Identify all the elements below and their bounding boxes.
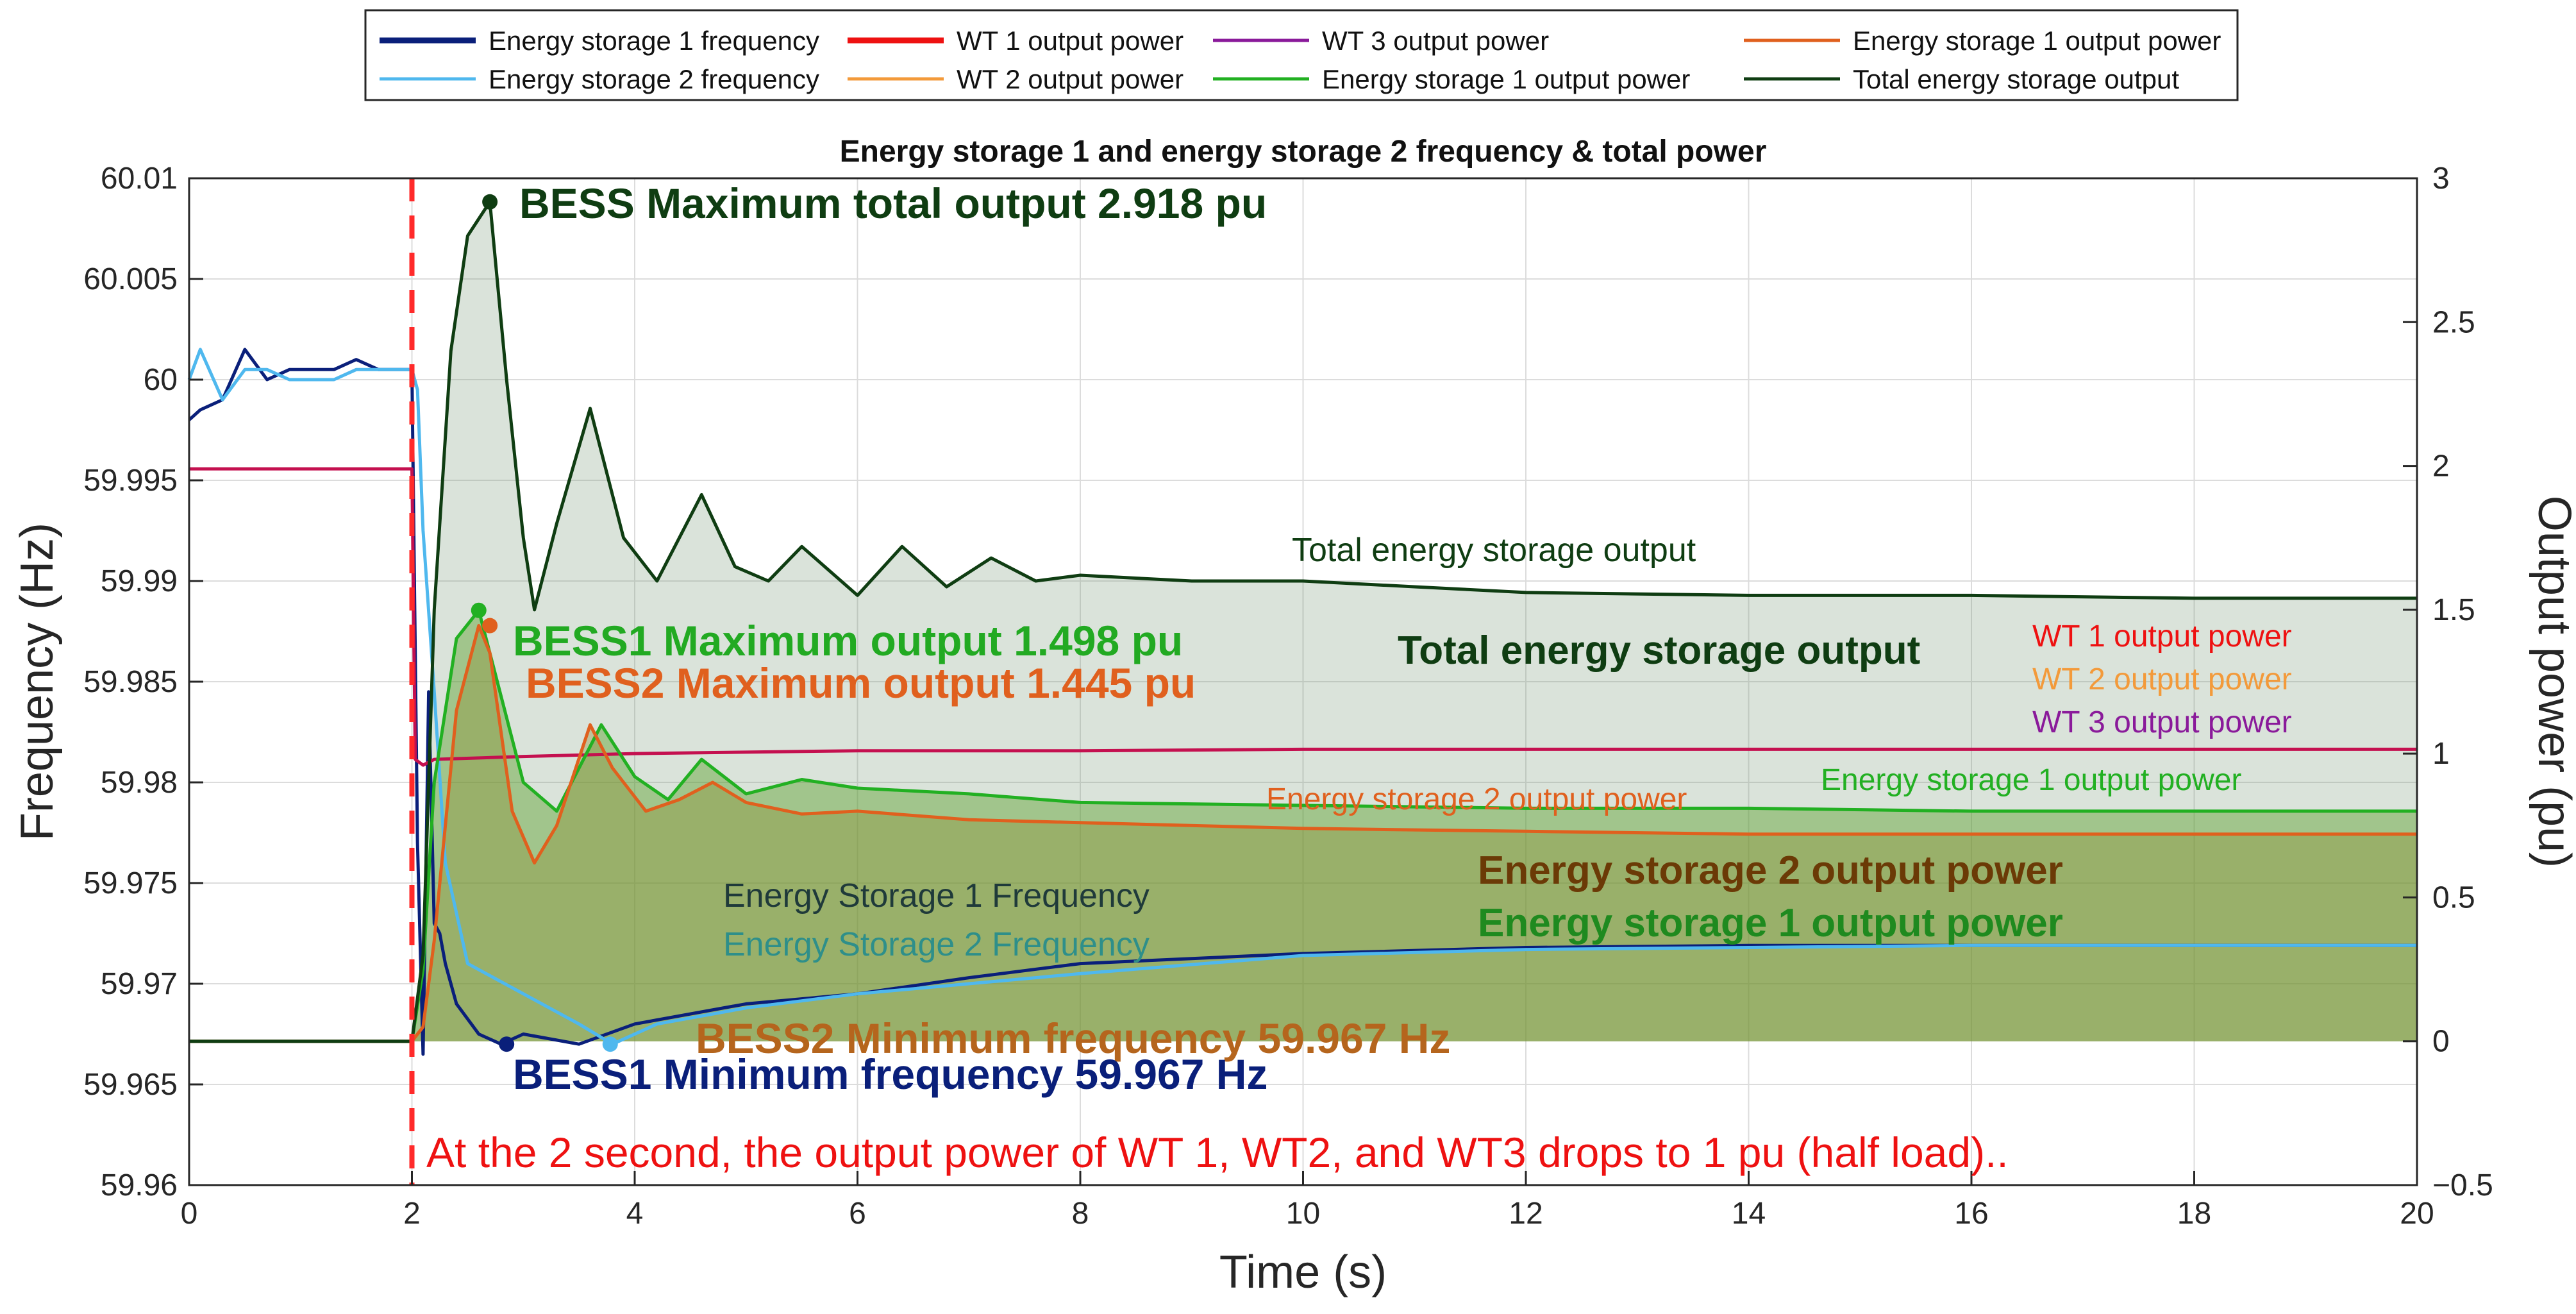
annotation-label: BESS1 Maximum output 1.498 pu <box>513 617 1183 664</box>
y-left-tick-label: 59.975 <box>83 866 178 900</box>
y-right-axis-label: Output power (pu) <box>2529 496 2576 868</box>
legend-label: WT 1 output power <box>957 26 1183 56</box>
legend-label: WT 3 output power <box>1322 26 1549 56</box>
y-left-tick-label: 60.005 <box>83 262 178 296</box>
annotation-label: Energy storage 1 output power <box>1821 763 2241 797</box>
y-right-tick-label: 2 <box>2432 450 2450 484</box>
legend-label: Energy storage 1 output power <box>1322 64 1690 94</box>
annotation-label: Energy Storage 2 Frequency <box>723 926 1150 963</box>
y-left-tick-label: 60.01 <box>101 162 178 196</box>
annotation-label: BESS2 Maximum output 1.445 pu <box>526 659 1196 707</box>
x-tick-label: 12 <box>1509 1197 1543 1231</box>
data-point-marker <box>499 1036 515 1052</box>
legend-label: Total energy storage output <box>1853 64 2179 94</box>
legend-label: Energy storage 1 output power <box>1853 26 2221 56</box>
x-tick-label: 6 <box>849 1197 866 1231</box>
annotation-label: WT 2 output power <box>2032 662 2292 696</box>
data-point-marker <box>602 1036 618 1052</box>
y-left-tick-label: 59.965 <box>83 1068 178 1102</box>
annotation-label: Energy storage 2 output power <box>1266 782 1687 816</box>
x-tick-label: 18 <box>2177 1197 2211 1231</box>
data-point-marker <box>471 602 487 618</box>
legend-label: WT 2 output power <box>957 64 1183 94</box>
y-left-tick-label: 60 <box>144 363 178 397</box>
legend: Energy storage 1 frequency Energy storage… <box>364 9 2239 101</box>
annotations: BESS Maximum total output 2.918 pu BESS1 … <box>426 180 2292 1176</box>
series-lines <box>187 178 2417 1185</box>
y-right-tick-label: 2.5 <box>2432 305 2475 339</box>
y-left-tick-label: 59.96 <box>101 1168 178 1202</box>
annotation-label: Energy Storage 1 Frequency <box>723 877 1150 914</box>
y-right-tick-label: −0.5 <box>2432 1168 2493 1202</box>
y-right-tick-label: 3 <box>2432 162 2450 196</box>
x-tick-label: 0 <box>181 1197 198 1231</box>
y-right-tick-label: 1.5 <box>2432 593 2475 627</box>
data-point-marker <box>482 618 498 634</box>
x-tick-label: 16 <box>1954 1197 1988 1231</box>
total-energy-storage-output-line <box>189 200 2417 1043</box>
y-left-axis-label: Frequency (Hz) <box>12 523 63 841</box>
x-tick-label: 10 <box>1286 1197 1320 1231</box>
annotation-label: At the 2 second, the output power of WT … <box>426 1129 2009 1176</box>
energy-storage-2-output-power-line <box>189 624 2417 1043</box>
x-tick-label: 20 <box>2400 1197 2434 1231</box>
x-tick-label: 14 <box>1732 1197 1766 1231</box>
es1-output-area <box>189 610 2417 1041</box>
annotation-label: WT 1 output power <box>2032 619 2292 653</box>
y-left-tick-label: 59.98 <box>101 766 178 800</box>
peak-markers <box>471 194 618 1052</box>
x-axis-label: Time (s) <box>1219 1247 1387 1298</box>
annotation-label: Total energy storage output <box>1292 532 1696 569</box>
data-point-marker <box>482 194 498 210</box>
legend-label: Energy storage 2 frequency <box>489 64 819 94</box>
y-left-tick-label: 59.985 <box>83 665 178 699</box>
y-right-tick-label: 0.5 <box>2432 880 2475 914</box>
y-right-tick-label: 1 <box>2432 737 2450 771</box>
energy-storage-2-frequency-line <box>187 348 2417 1046</box>
x-tick-label: 4 <box>626 1197 644 1231</box>
annotation-label: BESS2 Minimum frequency 59.967 Hz <box>696 1015 1450 1062</box>
annotation-label: Energy storage 1 output power <box>1478 901 2063 945</box>
y-left-tick-label: 59.99 <box>101 564 178 598</box>
grid <box>188 178 2418 1186</box>
annotation-label: BESS Maximum total output 2.918 pu <box>519 180 1267 227</box>
chart-title: Energy storage 1 and energy storage 2 fr… <box>840 135 1767 169</box>
area-fills <box>189 201 2417 1041</box>
y-left-tick-label: 59.995 <box>83 464 178 498</box>
axes: 0 2 4 6 8 10 12 14 16 18 2059.9659.96559.9759.9755… <box>12 135 2576 1298</box>
total-output-area <box>189 201 2417 1041</box>
energy-storage-1-frequency-line <box>188 348 2417 1056</box>
y-right-tick-label: 0 <box>2432 1025 2450 1059</box>
x-tick-label: 8 <box>1072 1197 1089 1231</box>
annotation-label: Total energy storage output <box>1398 628 1920 673</box>
annotation-label: WT 3 output power <box>2032 705 2292 739</box>
annotation-label: BESS1 Minimum frequency 59.967 Hz <box>513 1050 1267 1098</box>
es2-output-area <box>189 625 2417 1041</box>
annotation-label: Energy storage 2 output power <box>1478 848 2063 893</box>
x-tick-label: 2 <box>403 1197 421 1231</box>
legend-box <box>364 9 2239 101</box>
energy-storage-1-output-power-line <box>189 609 2417 1043</box>
legend-label: Energy storage 1 frequency <box>489 26 819 56</box>
y-left-tick-label: 59.97 <box>101 967 178 1001</box>
